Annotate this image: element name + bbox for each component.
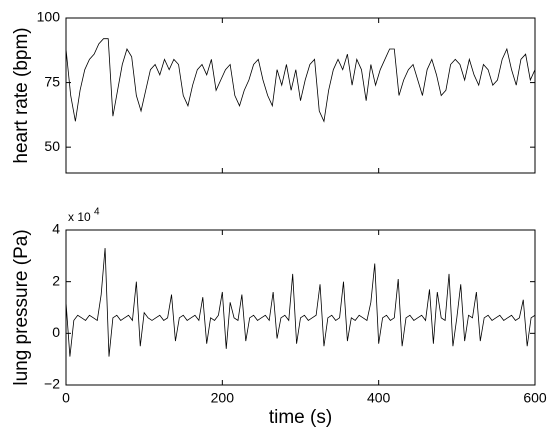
plot-frame — [65, 17, 536, 174]
y-axis-title: heart rate (bpm) — [11, 27, 32, 163]
y-tick-label: 4 — [52, 221, 60, 237]
y-axis-title: lung pressure (Pa) — [11, 229, 32, 385]
x-tick-label: 600 — [523, 390, 547, 406]
y-tick-label: 50 — [44, 138, 60, 154]
y-tick-label: 100 — [37, 9, 61, 25]
y-tick-label: 0 — [52, 324, 60, 340]
x-tick-label: 200 — [211, 390, 235, 406]
y-tick-label: 2 — [52, 272, 60, 288]
axis-multiplier: x 10 — [68, 210, 91, 224]
axis-multiplier-exponent: 4 — [94, 207, 100, 218]
line-series — [65, 38, 536, 123]
line-series — [65, 248, 536, 357]
y-tick-label: 75 — [44, 73, 60, 89]
x-axis-title: time (s) — [269, 407, 332, 428]
y-tick-label: −2 — [44, 376, 60, 392]
x-tick-label: 0 — [62, 390, 70, 406]
x-tick-label: 400 — [367, 390, 391, 406]
plot-frame — [65, 229, 536, 386]
